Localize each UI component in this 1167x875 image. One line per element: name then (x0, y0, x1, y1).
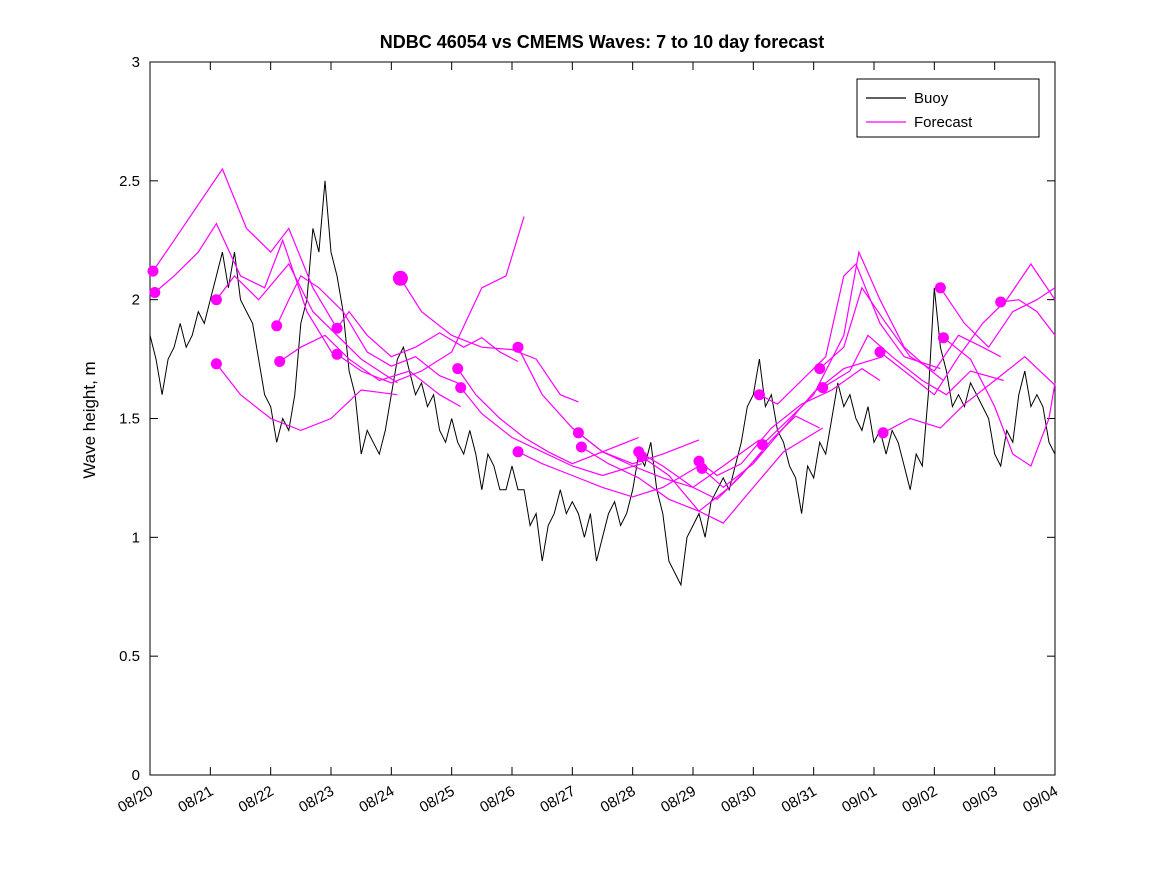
forecast-line (638, 415, 820, 501)
x-tick-label: 08/20 (115, 783, 156, 816)
x-tick-label: 08/28 (598, 783, 639, 816)
y-axis-label: Wave height, m (80, 361, 99, 478)
forecast-start-dot (877, 427, 889, 439)
forecast-start-dot (455, 382, 467, 394)
buoy-line (149, 180, 1056, 587)
forecast-line (761, 250, 944, 446)
forecast-start-dot (814, 363, 826, 375)
legend: Buoy Forecast (856, 78, 1040, 138)
forecast-start-dot (392, 270, 408, 286)
forecast-start-dot (696, 462, 708, 474)
forecast-line (215, 363, 398, 432)
x-tick-label: 08/21 (175, 783, 216, 816)
forecast-line (882, 355, 1056, 434)
forecast-line (517, 346, 700, 465)
y-tick-label: 1.5 (119, 411, 140, 428)
x-tick-label: 08/27 (537, 783, 578, 816)
forecast-line (641, 427, 824, 524)
axis-box (149, 61, 1056, 776)
forecast-line (460, 387, 642, 477)
forecast-start-dot (995, 296, 1007, 308)
forecast-line (399, 277, 579, 403)
forecast-start-dot (572, 427, 584, 439)
forecast-start-dot (149, 287, 161, 298)
forecast-line (759, 262, 941, 405)
forecast-start-dot (575, 441, 587, 453)
forecast-start-dot (512, 446, 524, 458)
y-tick-label: 0.5 (119, 648, 140, 665)
x-tick-label: 08/26 (477, 783, 518, 816)
y-tick-label: 0 (132, 767, 140, 784)
x-tick-label: 08/29 (658, 783, 699, 816)
forecast-start-dot (753, 389, 765, 401)
forecast-start-dot (874, 346, 886, 358)
y-tick-label: 2.5 (119, 173, 140, 190)
forecast-start-dot (331, 348, 343, 360)
plot-area: 08/20 08/21 08/22 08/23 08/24 08/25 08/26 08/27… (115, 54, 1061, 816)
forecast-line (152, 167, 335, 324)
x-tick-label: 09/02 (899, 783, 940, 816)
forecast-line (698, 367, 881, 477)
x-tick-label: 09/03 (960, 783, 1001, 816)
forecast-line (154, 222, 337, 360)
y-tick-label: 2 (132, 292, 140, 309)
y-tick-label: 1 (132, 529, 140, 546)
x-tick-label: 09/01 (839, 783, 880, 816)
y-tick-label: 3 (132, 54, 140, 71)
forecast-start-dot (147, 265, 159, 277)
forecast-line (819, 286, 1001, 372)
forecast-line (1000, 299, 1056, 336)
x-tick-label: 08/24 (356, 783, 397, 816)
legend-buoy-label: Buoy (914, 90, 949, 107)
x-tick-label: 08/22 (236, 783, 277, 816)
forecast-line (939, 287, 1056, 349)
forecast-start-dot (636, 451, 648, 462)
forecast-line (457, 368, 639, 465)
forecast-start-dot (756, 439, 768, 451)
forecast-start-dot (817, 382, 829, 394)
forecast-line (336, 310, 519, 363)
forecast-start-dot (271, 320, 283, 332)
forecast-line (822, 334, 1004, 396)
legend-forecast-label: Forecast (914, 114, 973, 131)
forecast-start-dot (937, 332, 949, 344)
forecast-start-dot (210, 294, 222, 306)
x-tick-label: 08/30 (718, 783, 759, 816)
x-tick-label: 08/25 (417, 783, 458, 816)
forecast-line (879, 262, 1056, 396)
forecast-line (578, 432, 760, 489)
forecast-start-dot (934, 282, 946, 294)
x-tick-label: 08/31 (779, 783, 820, 816)
forecast-line (215, 262, 398, 384)
forecast-start-dot (274, 356, 286, 367)
x-tick-label: 08/23 (296, 783, 337, 816)
forecast-start-dot (210, 358, 222, 370)
x-tick-label: 09/04 (1020, 783, 1061, 816)
forecast-start-dot (512, 341, 524, 353)
forecast-start-dot (331, 322, 343, 334)
forecast-line (279, 334, 461, 408)
chart-title: NDBC 46054 vs CMEMS Waves: 7 to 10 day f… (380, 32, 825, 52)
forecast-start-dot (452, 363, 464, 375)
forecast-line (336, 216, 525, 384)
forecast-line (943, 337, 1056, 467)
forecast-line (276, 275, 458, 384)
forecast-line (517, 451, 700, 498)
legend-box (856, 78, 1040, 138)
forecast-line (701, 356, 884, 489)
